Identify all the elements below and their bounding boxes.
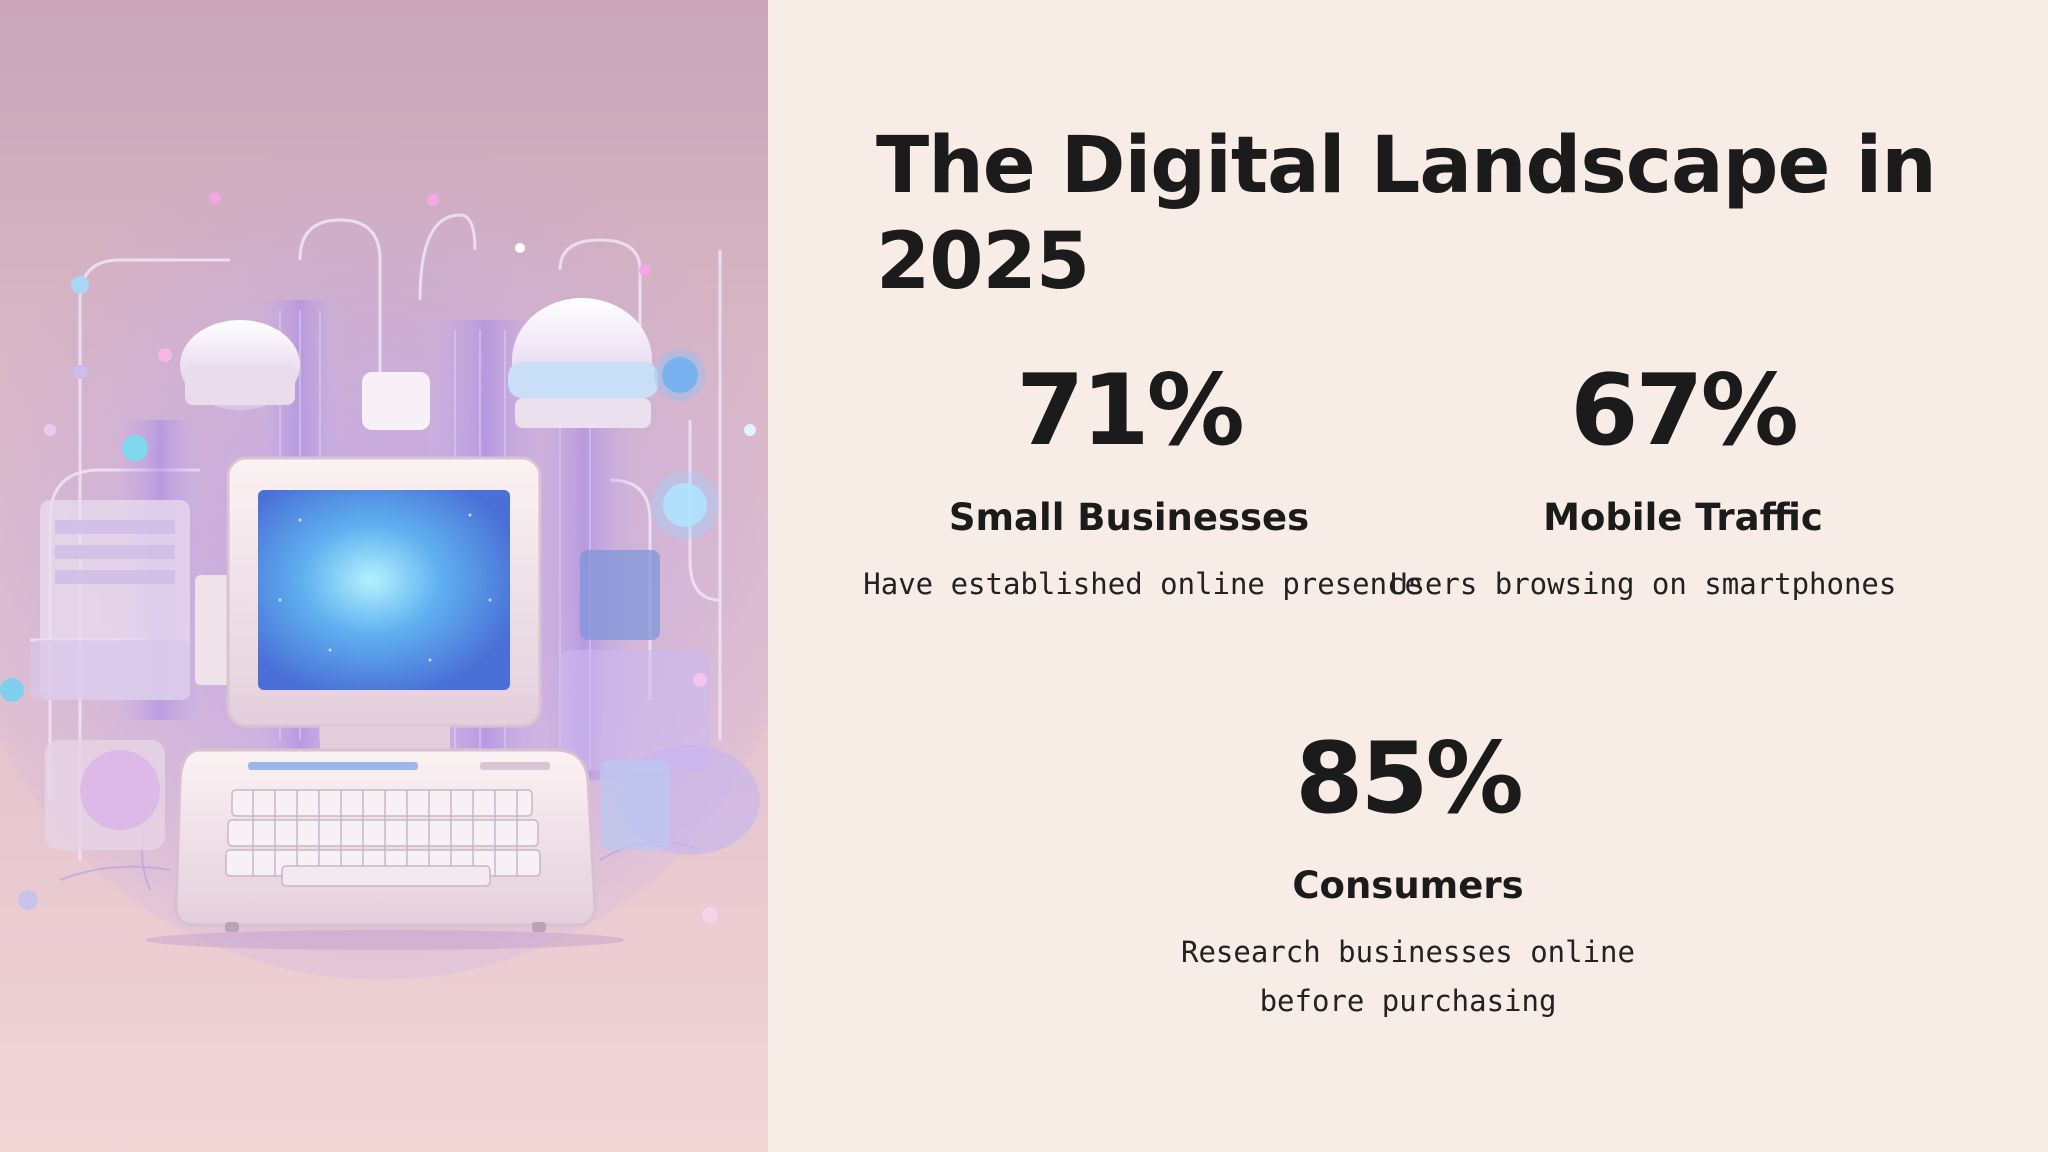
slide-title: The Digital Landscape in 2025 (876, 121, 1937, 307)
stat-description: Have established online presence (863, 567, 1422, 601)
stat-card-consumers: 85% Consumers Research businesses online… (1120, 724, 1696, 1026)
retro-computer-illustration-icon (0, 0, 768, 1152)
stat-description: Research businesses online before purcha… (1181, 935, 1635, 1018)
stat-value: 71% (1016, 354, 1245, 468)
stat-card-mobile-traffic: 67% Mobile Traffic Users browsing on sma… (1390, 356, 1976, 609)
stat-value: 67% (1570, 354, 1799, 468)
stat-label: Mobile Traffic (1543, 496, 1823, 539)
stat-card-small-businesses: 71% Small Businesses Have established on… (836, 356, 1422, 609)
stat-label: Consumers (1292, 864, 1524, 907)
stat-label: Small Businesses (948, 496, 1310, 539)
stat-description: Users browsing on smartphones (1390, 567, 1897, 601)
stat-value: 85% (1295, 722, 1524, 836)
